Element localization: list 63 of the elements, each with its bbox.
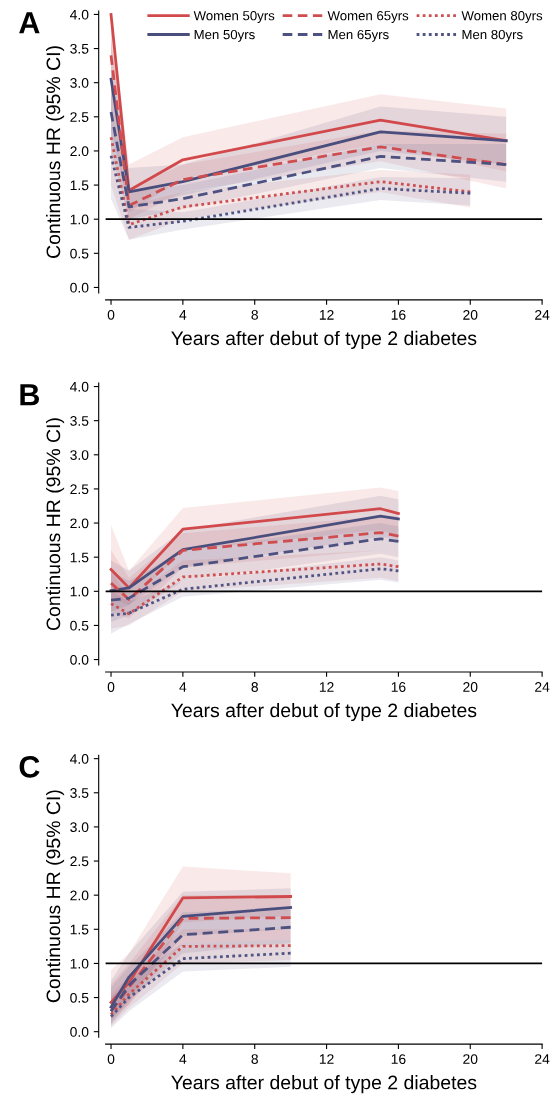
x-tick-label: 4 — [179, 682, 187, 692]
y-tick-label: 2.0 — [70, 890, 89, 901]
x-tick-label: 4 — [179, 1054, 187, 1064]
x-tick-label: 24 — [535, 309, 550, 320]
y-axis-title: Continuous HR (95% CI) — [45, 46, 65, 258]
x-tick-label: 4 — [179, 310, 187, 320]
y-tick-label: 1.5 — [70, 180, 89, 191]
y-tick-label: 0.0 — [70, 654, 89, 665]
y-tick-label: 0.5 — [70, 248, 89, 259]
y-tick-label: 3.0 — [70, 450, 89, 460]
x-tick-label: 24 — [535, 1054, 550, 1064]
y-tick-label: 0.0 — [70, 282, 89, 293]
chart-title: C — [19, 756, 40, 778]
x-tick-label: 16 — [391, 309, 406, 320]
legend-label: Men 50yrs — [194, 29, 255, 42]
y-tick-label: 1.5 — [70, 924, 89, 935]
x-tick-label: 8 — [251, 682, 258, 692]
y-axis-title: Continuous HR (95% CI) — [45, 418, 65, 631]
y-tick-label: 1.5 — [70, 552, 89, 563]
x-axis-title: Years after debut of type 2 diabetes — [171, 1075, 477, 1094]
y-tick-label: 4.0 — [69, 753, 89, 764]
legend-label: Women 65yrs — [327, 11, 409, 23]
legend-label: Women 80yrs — [461, 11, 543, 23]
y-tick-label: 2.0 — [70, 518, 89, 529]
y-tick-label: 2.5 — [70, 484, 89, 495]
x-tick-label: 12 — [319, 682, 334, 692]
y-tick-label: 0.5 — [70, 620, 89, 631]
x-axis-title: Years after debut of type 2 diabetes — [171, 330, 477, 349]
x-tick-label: 16 — [391, 682, 406, 692]
y-tick-label: 2.5 — [70, 112, 89, 122]
y-axis-title: Continuous HR (95% CI) — [45, 790, 65, 1003]
y-tick-label: 4.0 — [69, 381, 89, 392]
chart-title: B — [20, 384, 40, 406]
y-tick-label: 2.0 — [70, 146, 89, 157]
y-tick-label: 1.0 — [70, 214, 89, 225]
y-tick-label: 3.5 — [70, 43, 89, 54]
y-tick-label: 1.0 — [70, 586, 89, 597]
x-tick-label: 0 — [107, 309, 115, 320]
y-tick-label: 0.5 — [70, 992, 89, 1003]
legend-label: Men 80yrs — [462, 29, 523, 42]
x-tick-label: 20 — [463, 682, 478, 692]
y-tick-label: 3.0 — [70, 78, 89, 88]
y-tick-label: 0.0 — [70, 1027, 89, 1037]
legend-label: Men 65yrs — [328, 29, 389, 42]
x-tick-label: 8 — [251, 1054, 258, 1065]
x-axis-title: Years after debut of type 2 diabetes — [171, 702, 477, 722]
x-tick-label: 8 — [251, 309, 258, 320]
y-tick-label: 2.5 — [70, 856, 89, 867]
x-tick-label: 20 — [463, 309, 478, 320]
y-tick-label: 3.5 — [70, 788, 89, 798]
y-tick-label: 1.0 — [70, 958, 89, 969]
x-tick-label: 0 — [107, 1054, 115, 1065]
chart-title: A — [19, 12, 40, 34]
y-tick-label: 3.5 — [70, 416, 89, 426]
x-tick-label: 20 — [463, 1054, 478, 1065]
legend-label: Women 50yrs — [193, 11, 275, 23]
x-tick-label: 12 — [319, 309, 334, 320]
x-tick-label: 16 — [391, 1054, 406, 1065]
x-tick-label: 12 — [319, 1054, 334, 1064]
y-tick-label: 4.0 — [69, 9, 89, 20]
x-tick-label: 24 — [535, 682, 550, 692]
x-tick-label: 0 — [107, 682, 115, 692]
y-tick-label: 3.0 — [70, 822, 89, 833]
